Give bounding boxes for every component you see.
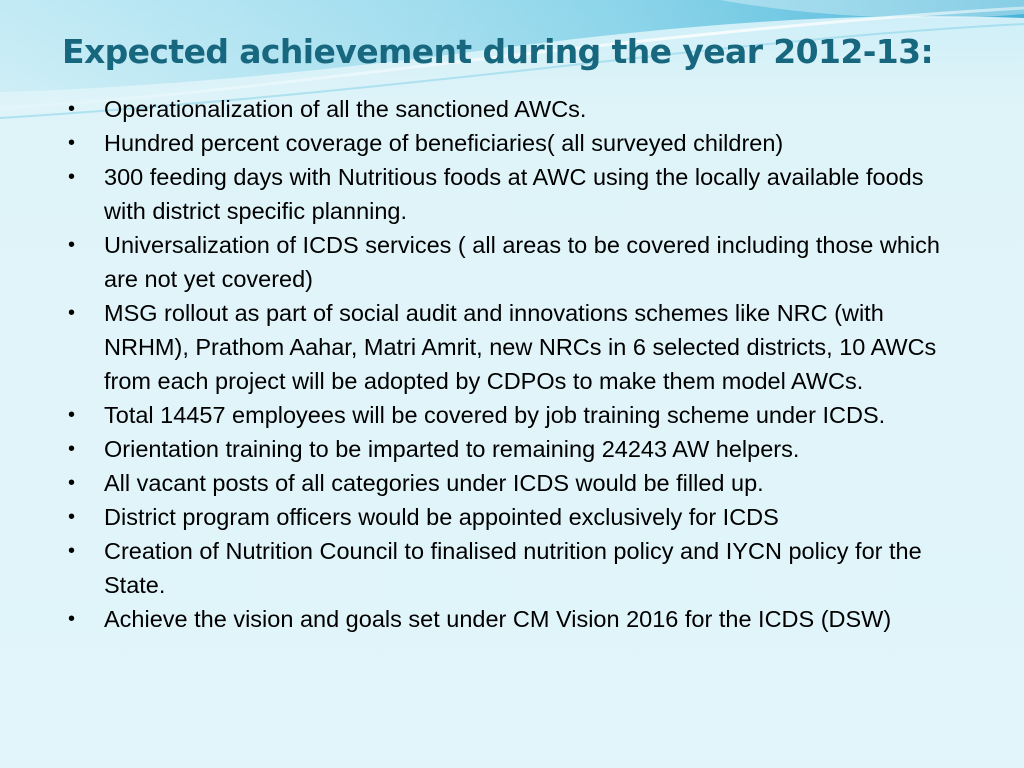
bullet-text: 300 feeding days with Nutritious foods a… xyxy=(104,164,924,224)
bullet-text: Total 14457 employees will be covered by… xyxy=(104,402,886,428)
slide-title: Expected achievement during the year 201… xyxy=(62,32,934,71)
bullet-glyph: • xyxy=(68,98,76,120)
bullet-text: Hundred percent coverage of beneficiarie… xyxy=(104,130,784,156)
bullet-glyph: • xyxy=(68,234,76,256)
bullet-item: • Hundred percent coverage of beneficiari… xyxy=(66,126,971,160)
bullet-text: Orientation training to be imparted to r… xyxy=(104,436,800,462)
bullet-glyph: • xyxy=(68,302,76,324)
bullet-item: • District program officers would be appo… xyxy=(66,500,971,534)
bullet-text: MSG rollout as part of social audit and … xyxy=(104,300,937,394)
bullet-glyph: • xyxy=(68,540,76,562)
bullet-item: • Achieve the vision and goals set under … xyxy=(66,602,971,636)
bullet-item: • Total 14457 employees will be covered b… xyxy=(66,398,971,432)
bullet-text: Operationalization of all the sanctioned… xyxy=(104,96,587,122)
bullet-glyph: • xyxy=(68,404,76,426)
bullet-text: Universalization of ICDS services ( all … xyxy=(104,232,940,292)
bullet-text: Creation of Nutrition Council to finalis… xyxy=(104,538,922,598)
bullet-text: All vacant posts of all categories under… xyxy=(104,470,764,496)
bullet-text: Achieve the vision and goals set under C… xyxy=(104,606,892,632)
bullet-item: • All vacant posts of all categories unde… xyxy=(66,466,971,500)
bullet-list: • Operationalization of all the sanctione… xyxy=(66,92,971,636)
bullet-item: • MSG rollout as part of social audit and… xyxy=(66,296,971,398)
bullet-glyph: • xyxy=(68,132,76,154)
bullet-item: • 300 feeding days with Nutritious foods … xyxy=(66,160,971,228)
bullet-glyph: • xyxy=(68,506,76,528)
bullet-item: • Creation of Nutrition Council to finali… xyxy=(66,534,971,602)
bullet-glyph: • xyxy=(68,608,76,630)
bullet-glyph: • xyxy=(68,438,76,460)
bullet-item: • Orientation training to be imparted to … xyxy=(66,432,971,466)
bullet-text: District program officers would be appoi… xyxy=(104,504,779,530)
header-swoosh-decoration xyxy=(0,0,1024,119)
bullet-glyph: • xyxy=(68,166,76,188)
bullet-glyph: • xyxy=(68,472,76,494)
bullet-item: • Operationalization of all the sanctione… xyxy=(66,92,971,126)
bullet-item: • Universalization of ICDS services ( all… xyxy=(66,228,971,296)
